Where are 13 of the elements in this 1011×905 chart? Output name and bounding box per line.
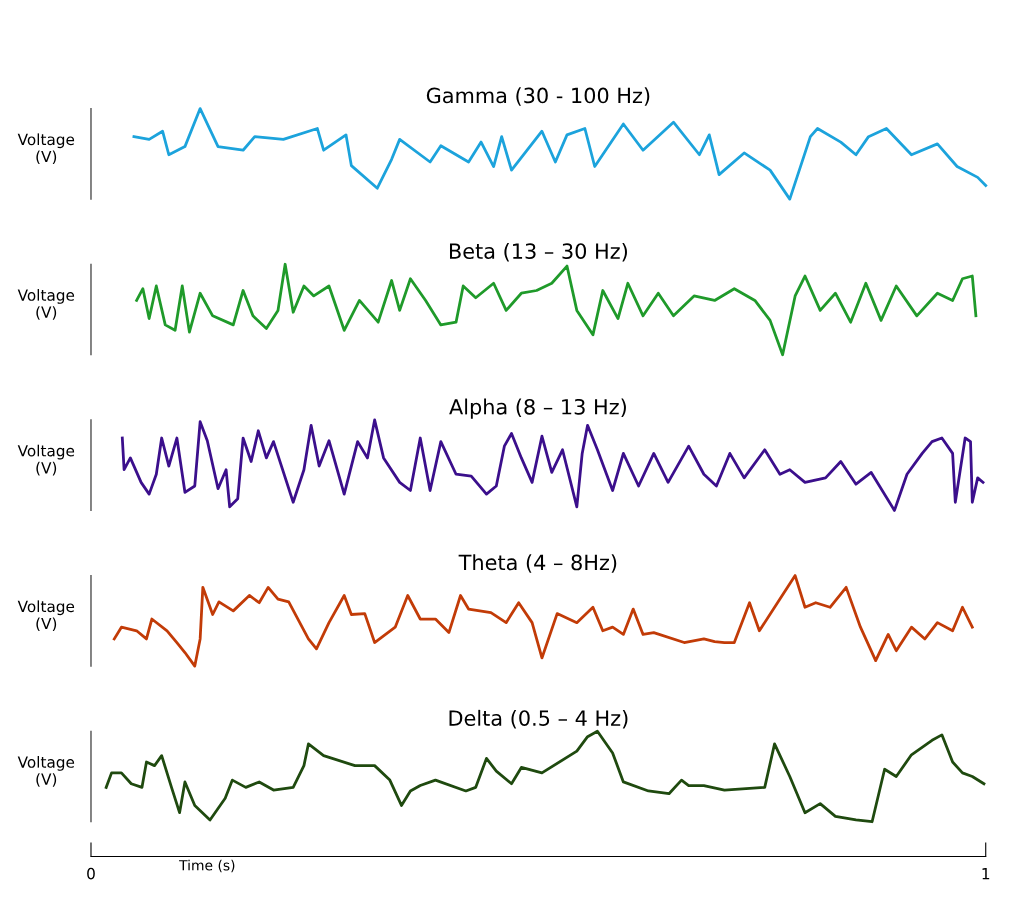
x-tick-label: 0 — [87, 867, 95, 880]
x-axis-title: Time (s) — [179, 859, 235, 873]
chart-title: Delta (0.5 – 4 Hz) — [449, 709, 628, 729]
y-axis-title: Voltage (V) — [17, 600, 75, 632]
y-axis-title: Voltage (V) — [17, 444, 75, 476]
chart-title: Beta (13 – 30 Hz) — [449, 242, 627, 262]
chart-title: Theta (4 – 8Hz) — [458, 554, 617, 573]
x-tick-label: 1 — [982, 868, 990, 880]
y-axis-title: Voltage (V) — [17, 756, 75, 787]
chart-title: Gamma (30 - 100 Hz) — [426, 87, 650, 106]
y-axis-title: Voltage (V) — [17, 133, 75, 165]
y-axis-title: Voltage (V) — [17, 289, 75, 320]
chart-title: Alpha (8 – 13 Hz) — [449, 398, 626, 419]
